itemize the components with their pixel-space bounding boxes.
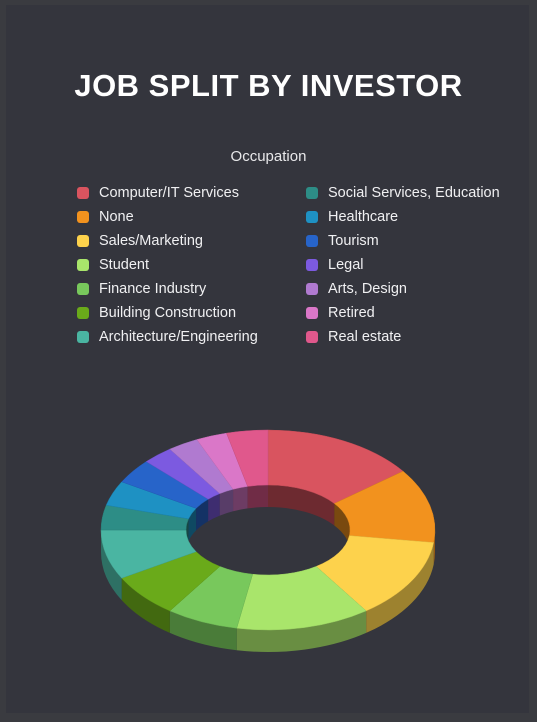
- legend-swatch: [77, 211, 89, 223]
- legend-swatch: [77, 187, 89, 199]
- legend-label: Healthcare: [328, 209, 399, 225]
- legend-swatch: [77, 283, 89, 295]
- legend-swatch: [77, 307, 89, 319]
- legend-item: Arts, Design: [306, 280, 407, 298]
- legend-label: Real estate: [328, 329, 402, 345]
- slice-inner-wall: [196, 499, 209, 531]
- legend-swatch: [306, 331, 318, 343]
- legend-label: Retired: [328, 305, 375, 321]
- slice-inner-wall: [219, 489, 234, 516]
- slice-side-wall: [169, 610, 237, 651]
- legend-label: Sales/Marketing: [99, 233, 203, 249]
- legend-label: Legal: [328, 257, 364, 273]
- slice-inner-wall: [334, 503, 350, 552]
- legend-label: Building Construction: [99, 305, 237, 321]
- legend-swatch: [306, 235, 318, 247]
- donut-chart: [100, 429, 436, 652]
- legend-swatch: [306, 283, 318, 295]
- legend-swatch: [306, 211, 318, 223]
- legend-swatch: [306, 187, 318, 199]
- legend-label: Social Services, Education: [328, 185, 500, 201]
- legend-item: Computer/IT Services: [77, 184, 239, 202]
- legend-swatch: [77, 259, 89, 271]
- legend-item: Real estate: [306, 328, 401, 346]
- slice-side-wall: [433, 530, 435, 565]
- legend-item: Student: [77, 256, 149, 274]
- legend-label: Finance Industry: [99, 281, 207, 297]
- legend-item: Architecture/Engineering: [77, 328, 258, 346]
- legend-label: Tourism: [328, 233, 379, 249]
- legend-label: None: [99, 209, 134, 225]
- slice-side-wall: [366, 542, 434, 633]
- legend-item: Social Services, Education: [306, 184, 500, 202]
- legend-item: Legal: [306, 256, 363, 274]
- legend-item: Sales/Marketing: [77, 232, 203, 250]
- legend-label: Computer/IT Services: [99, 185, 239, 201]
- legend-swatch: [77, 235, 89, 247]
- legend-swatch: [306, 259, 318, 271]
- slice-side-wall: [236, 610, 367, 652]
- slice-side-wall: [121, 578, 170, 633]
- legend-label: Student: [99, 257, 149, 273]
- slice-inner-wall: [268, 485, 335, 526]
- pie-slice: [226, 429, 269, 487]
- legend-item: None: [77, 208, 134, 226]
- slice-inner-wall: [208, 493, 220, 522]
- chart-title: JOB SPLIT BY INVESTOR: [74, 68, 463, 103]
- legend-label: Arts, Design: [328, 281, 407, 297]
- legend-item: Building Construction: [77, 304, 236, 322]
- legend-swatch: [306, 307, 318, 319]
- slice-inner-wall: [233, 486, 248, 512]
- legend-swatch: [77, 331, 89, 343]
- legend-item: Finance Industry: [77, 280, 206, 298]
- chart-subtitle: Occupation: [230, 148, 307, 165]
- legend-item: Healthcare: [306, 208, 398, 226]
- legend-label: Architecture/Engineering: [99, 329, 258, 345]
- legend-item: Retired: [306, 304, 375, 322]
- slice-inner-wall: [247, 485, 268, 509]
- legend-item: Tourism: [306, 232, 379, 250]
- slice-inner-wall: [188, 508, 197, 541]
